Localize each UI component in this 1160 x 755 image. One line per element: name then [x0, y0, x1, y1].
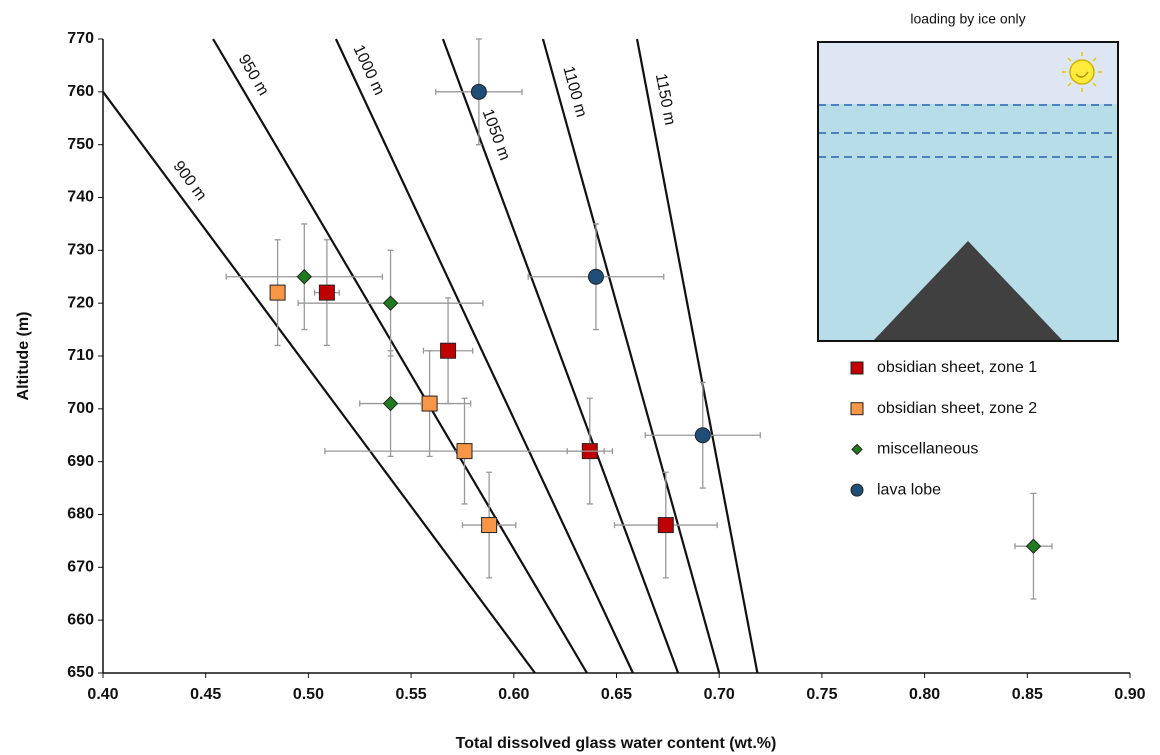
isopleth-line: [635, 38, 759, 674]
point: [440, 342, 457, 359]
x-tick-label: 0.90: [1114, 686, 1145, 703]
series: [269, 239, 605, 579]
inset-volcano: [873, 241, 1063, 341]
point: [421, 395, 438, 412]
inset-frame: [817, 41, 1119, 342]
y-axis-title: Altitude (m): [15, 312, 32, 401]
x-tick-label: 0.75: [806, 686, 837, 703]
x-tick-label: 0.45: [190, 686, 221, 703]
inset-sun: [1062, 52, 1102, 92]
y-tick-label: 710: [67, 347, 94, 364]
y-tick-label: 670: [67, 559, 94, 576]
point: [1025, 538, 1042, 554]
legend-label: miscellaneous: [877, 441, 978, 458]
x-tick-label: 0.55: [396, 686, 427, 703]
isopleth-line: [102, 91, 536, 674]
isopleth-line: [212, 38, 588, 674]
isopleth-label: 1000 m: [349, 42, 387, 98]
legend-marker: [851, 443, 863, 456]
y-tick-label: 760: [67, 83, 94, 100]
inset: loading by ice only: [817, 11, 1119, 342]
legend-marker: [850, 402, 864, 416]
legend-marker: [850, 361, 864, 375]
legend-item: obsidian sheet, zone 1: [850, 359, 1037, 376]
isopleth-line: [441, 38, 680, 674]
x-tick-label: 0.50: [293, 686, 324, 703]
x-tick-label: 0.70: [704, 686, 735, 703]
point: [456, 443, 473, 460]
legend-item: miscellaneous: [851, 441, 978, 458]
point: [587, 268, 604, 285]
x-tick-label: 0.65: [601, 686, 632, 703]
isopleth-line: [541, 38, 721, 674]
isopleth-label: 900 m: [169, 158, 209, 204]
point: [382, 395, 399, 412]
x-axis-title: Total dissolved glass water content (wt.…: [456, 735, 777, 752]
x-tick-label: 0.85: [1012, 686, 1043, 703]
point: [382, 295, 399, 311]
legend-label: obsidian sheet, zone 1: [877, 359, 1037, 376]
plot-area: 0.40 0.45 0.50 0.55 0.60 0.65 0.70 0.75 0.80 0.85…: [67, 30, 1145, 703]
legend-label: lava lobe: [877, 481, 941, 498]
y-tick-label: 690: [67, 453, 94, 470]
inset-sky: [818, 42, 1118, 104]
y-tick-label: 660: [67, 611, 94, 628]
y-tick-label: 650: [67, 664, 94, 681]
y-tick-label: 720: [67, 294, 94, 311]
series: [435, 38, 761, 489]
point: [481, 517, 498, 534]
point: [694, 427, 711, 444]
legend-marker: [850, 483, 864, 497]
x-tick-label: 0.80: [909, 686, 940, 703]
isopleth-label: 1150 m: [652, 72, 678, 126]
y-tick-label: 730: [67, 242, 94, 259]
y-tick-label: 700: [67, 400, 94, 417]
isopleth-label: 950 m: [235, 52, 272, 99]
legend-item: obsidian sheet, zone 2: [850, 400, 1037, 417]
point: [318, 284, 335, 301]
x-tick-label: 0.40: [87, 686, 118, 703]
series: [225, 223, 1053, 600]
point: [269, 284, 286, 301]
y-tick-label: 770: [67, 30, 94, 47]
y-tick-label: 740: [67, 189, 94, 206]
point: [657, 517, 674, 534]
isopleth-label: 1050 m: [479, 107, 514, 163]
y-tick-label: 680: [67, 506, 94, 523]
point: [470, 83, 487, 100]
inset-title: loading by ice only: [910, 11, 1025, 27]
point: [296, 269, 312, 285]
legend-item: lava lobe: [850, 481, 941, 498]
isopleth-line: [334, 38, 634, 674]
y-tick-label: 750: [67, 136, 94, 153]
x-tick-label: 0.60: [498, 686, 529, 703]
legend-label: obsidian sheet, zone 2: [877, 400, 1037, 417]
